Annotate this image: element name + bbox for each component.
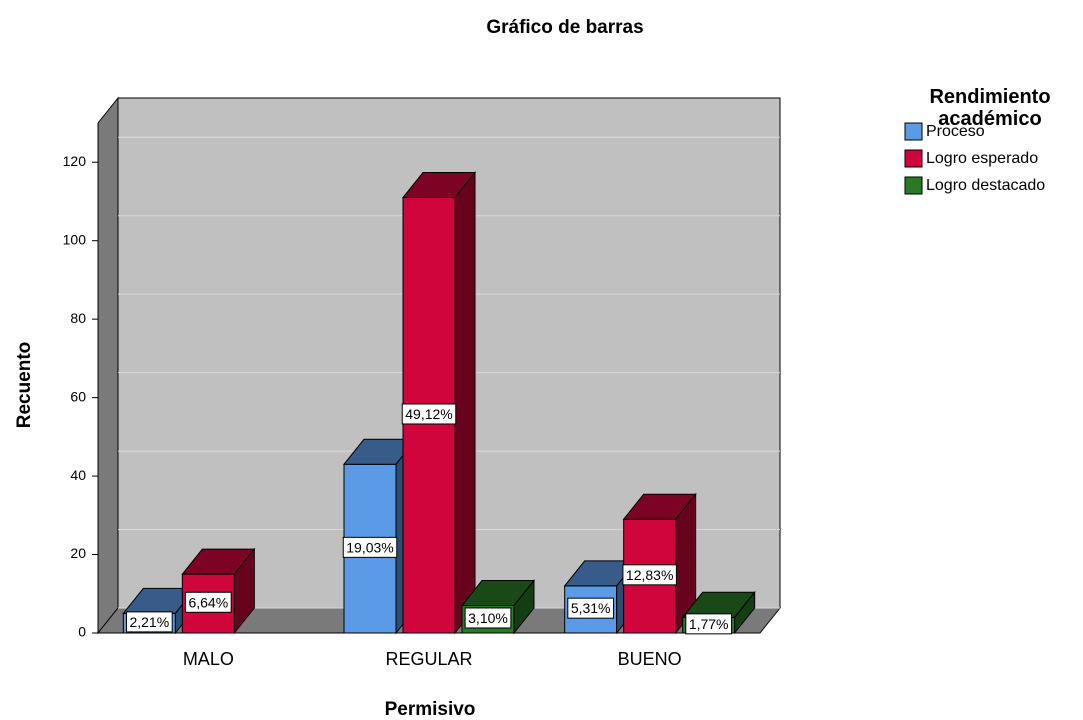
legend-swatch (904, 149, 923, 168)
x-tick-label: MALO (183, 649, 234, 669)
bar-side (233, 547, 255, 635)
y-tick-label: 80 (70, 310, 86, 326)
value-label: 49,12% (405, 406, 452, 422)
bar-side (454, 171, 476, 635)
legend-label: Proceso (926, 123, 985, 140)
value-label: 1,77% (689, 616, 729, 632)
left-wall (97, 96, 119, 635)
value-label: 6,64% (188, 594, 228, 610)
x-tick-label: REGULAR (385, 649, 472, 669)
y-tick-label: 100 (63, 231, 87, 247)
value-label: 2,21% (129, 614, 169, 630)
value-label: 19,03% (346, 539, 393, 555)
x-tick-label: BUENO (618, 649, 682, 669)
value-label-box (342, 536, 398, 558)
value-label-box (567, 597, 615, 619)
legend-swatch (904, 122, 923, 141)
bar-side (734, 590, 756, 635)
legend-label: Logro destacado (926, 177, 1045, 194)
value-label-box (622, 564, 677, 586)
value-label-box (464, 607, 512, 629)
value-label-box (685, 613, 733, 635)
x-axis-label: Permisivo (385, 699, 476, 720)
legend-label: Logro esperado (926, 150, 1038, 167)
y-tick-label: 60 (70, 388, 86, 404)
bar-side (513, 579, 535, 635)
value-label-box (401, 403, 457, 425)
value-label-box (184, 591, 232, 613)
legend-swatch (904, 176, 923, 195)
value-label: 12,83% (626, 567, 673, 583)
y-tick-label: 120 (63, 153, 87, 169)
y-tick-label: 20 (70, 545, 86, 561)
value-label: 3,10% (468, 610, 508, 626)
legend-title: Rendimiento académico (929, 86, 1051, 130)
chart-title: Gráfico de barras (486, 17, 643, 38)
y-tick-label: 40 (70, 467, 86, 483)
value-label-box (125, 611, 173, 633)
y-tick-label: 0 (78, 624, 86, 640)
y-axis-label: Recuento (14, 342, 35, 429)
value-label: 5,31% (571, 600, 611, 616)
